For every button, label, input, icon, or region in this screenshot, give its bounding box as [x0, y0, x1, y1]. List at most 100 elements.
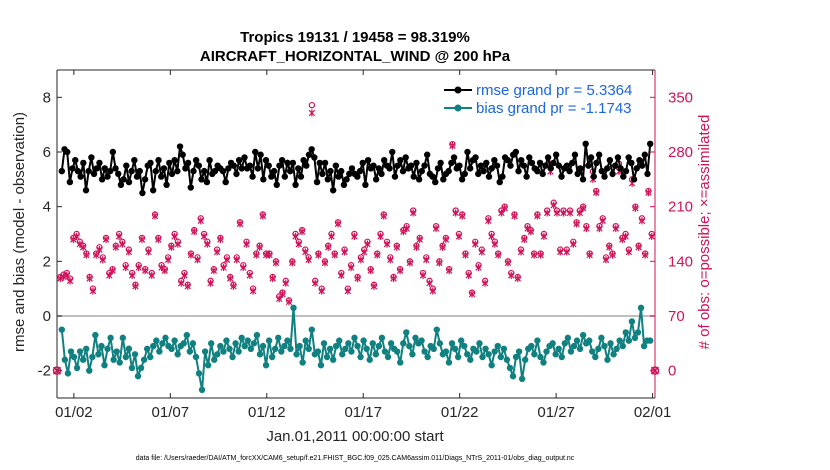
bias-point	[573, 337, 581, 344]
obs-assimilated-point	[452, 209, 459, 217]
y-left-tick-label: -2	[38, 363, 51, 380]
rmse-point	[437, 159, 444, 167]
x-tick-label: 01/22	[441, 404, 479, 421]
bias-point	[204, 362, 212, 369]
rmse-point	[515, 167, 522, 175]
bias-point	[265, 337, 273, 344]
bias-point	[140, 356, 148, 363]
rmse-point	[633, 165, 640, 172]
rmse-point	[66, 178, 74, 186]
rmse-point	[168, 170, 176, 178]
rmse-point	[174, 167, 181, 175]
obs-assimilated-point	[328, 232, 335, 240]
rmse-point	[338, 167, 345, 175]
legend-bias-label: bias grand pr = -1.1743	[476, 100, 632, 117]
rmse-point	[131, 157, 138, 164]
bias-point	[113, 348, 120, 355]
rmse-point	[606, 157, 614, 164]
rmse-point	[295, 165, 302, 172]
rmse-point	[555, 162, 563, 169]
rmse-point	[372, 176, 380, 183]
rmse-point	[402, 154, 409, 161]
bias-point	[162, 334, 169, 342]
y-right-tick-label: 140	[668, 253, 693, 270]
rmse-point	[268, 173, 275, 180]
obs-assimilated-point	[650, 366, 660, 375]
rmse-point	[184, 159, 192, 167]
obs-assimilated-point	[223, 256, 231, 264]
bias-point	[537, 353, 544, 361]
bias-point	[610, 351, 617, 358]
rmse-point	[491, 157, 498, 164]
bias-point	[451, 345, 459, 352]
bias-point	[457, 337, 465, 344]
rmse-point	[96, 159, 103, 167]
bias-point	[159, 340, 166, 347]
bias-point	[528, 342, 535, 350]
bias-point	[83, 345, 90, 352]
obs-assimilated-point	[367, 267, 374, 275]
obs-assimilated-point	[439, 243, 446, 251]
bias-point	[180, 340, 187, 347]
rmse-point	[195, 162, 203, 169]
bias-point	[125, 345, 133, 352]
rmse-point	[123, 162, 130, 169]
rmse-point	[534, 167, 541, 175]
x-axis-label: Jan.01,2011 00:00:00 start	[266, 428, 444, 445]
rmse-point	[472, 154, 479, 161]
obs-assimilated-point	[462, 251, 469, 259]
bias-point	[485, 351, 492, 358]
bias-point	[189, 340, 197, 347]
rmse-point	[313, 178, 321, 186]
obs-assimilated-point	[344, 287, 352, 295]
obs-assimilated-point	[563, 248, 570, 256]
bias-point	[192, 353, 200, 361]
bias-point	[497, 353, 505, 361]
obs-assimilated-point	[341, 248, 348, 256]
obs-assimilated-point	[92, 251, 100, 259]
rmse-point	[448, 159, 455, 167]
rmse-point	[475, 170, 482, 178]
bias-point	[79, 356, 87, 363]
bias-point	[70, 353, 78, 361]
bias-point	[570, 342, 578, 350]
bias-point	[314, 348, 322, 355]
bias-point	[207, 340, 215, 347]
rmse-point	[203, 178, 211, 186]
rmse-point	[335, 173, 342, 180]
rmse-point	[636, 157, 643, 164]
obs-assimilated-point	[498, 209, 505, 217]
bias-point	[592, 353, 599, 361]
bias-point	[229, 353, 236, 361]
rmse-point	[386, 165, 393, 172]
bias-point	[89, 353, 96, 361]
obs-assimilated-point	[396, 267, 404, 275]
obs-assimilated-point	[612, 224, 620, 233]
rmse-point	[176, 143, 184, 150]
bias-point	[467, 356, 474, 363]
obs-assimilated-point	[102, 235, 110, 244]
rmse-point	[117, 181, 125, 188]
bias-point	[464, 351, 471, 358]
rmse-point	[477, 162, 485, 169]
bias-point	[211, 356, 218, 363]
bias-point	[95, 351, 102, 358]
obs-assimilated-point	[514, 274, 521, 283]
obs-assimilated-point	[52, 366, 62, 375]
obs-assimilated-point	[557, 248, 564, 256]
obs-assimilated-point	[485, 217, 492, 225]
rmse-point	[270, 167, 278, 175]
rmse-point	[612, 162, 619, 169]
obs-assimilated-point	[360, 248, 368, 256]
obs-assimilated-point	[338, 271, 345, 279]
plot-area: 01/02 01/07 01/12 01/17 01/22 01/27 02/01 -2 0 2 4…	[38, 69, 693, 421]
rmse-point	[241, 154, 248, 161]
obs-assimilated-point	[468, 290, 476, 298]
bias-point	[406, 342, 413, 350]
obs-assimilated-point	[210, 267, 218, 275]
rmse-point	[434, 165, 442, 172]
bias-point	[500, 345, 508, 352]
obs-assimilated-point	[125, 248, 133, 256]
bias-point	[326, 345, 334, 352]
obs-assimilated-point	[347, 263, 355, 272]
